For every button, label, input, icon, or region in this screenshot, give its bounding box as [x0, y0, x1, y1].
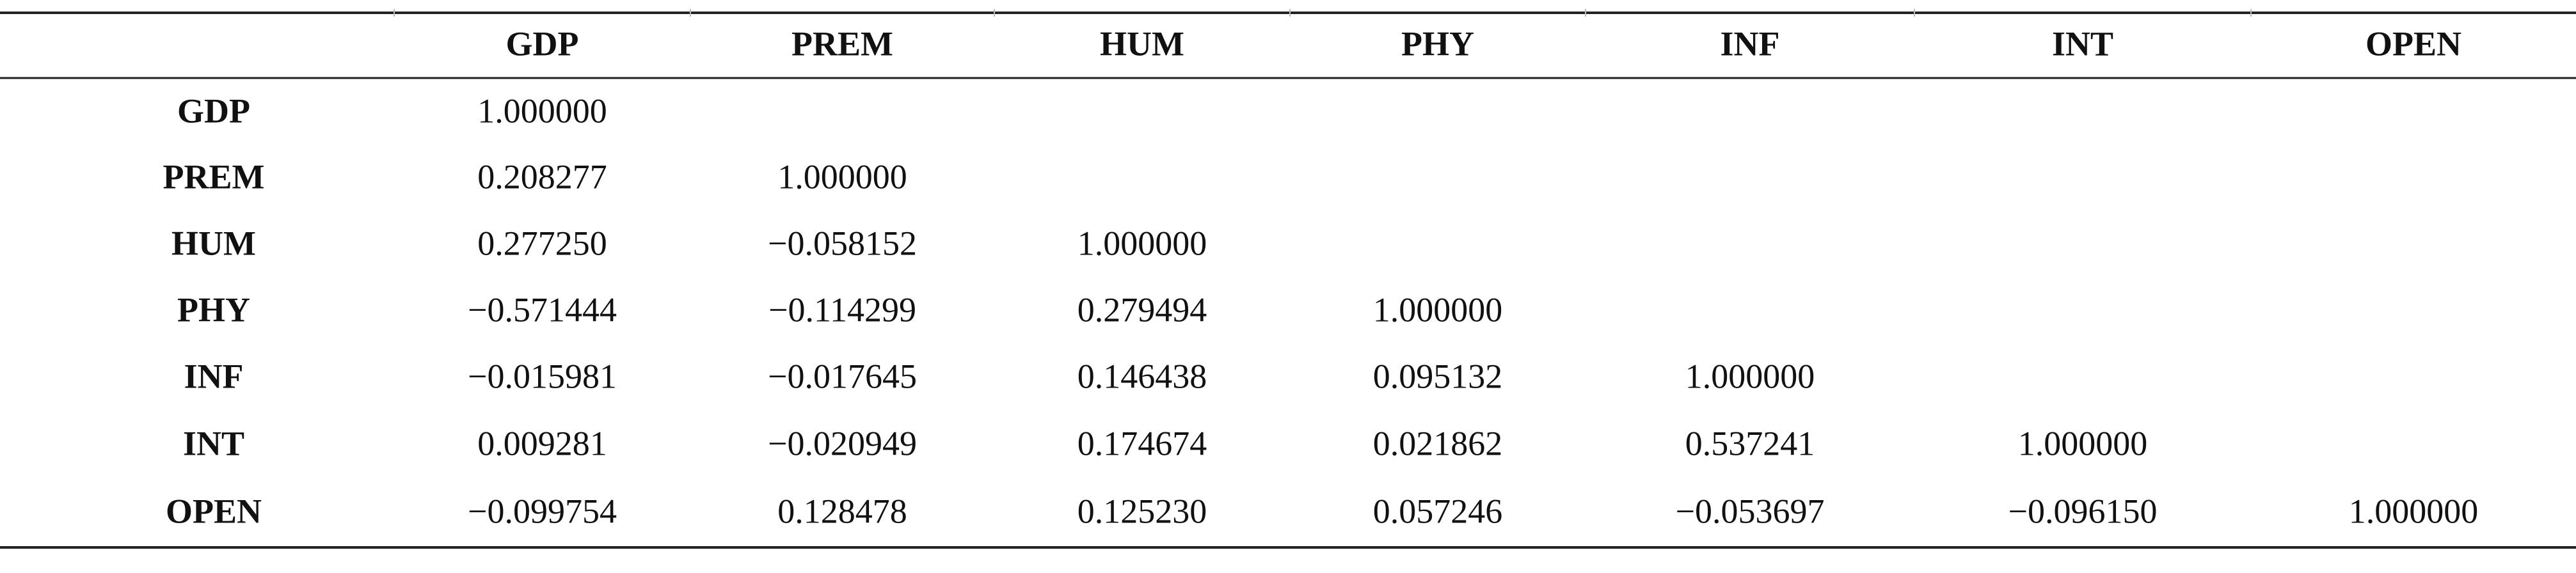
- column-header: OPEN: [2365, 24, 2461, 63]
- cell: −0.058152: [768, 224, 917, 262]
- row-label: PREM: [163, 157, 265, 196]
- row-label: INF: [184, 357, 244, 395]
- cell: 0.095132: [1373, 357, 1503, 395]
- cell: −0.017645: [768, 357, 917, 395]
- row-label: OPEN: [166, 492, 262, 530]
- cell: −0.114299: [768, 290, 916, 329]
- row-label: GDP: [177, 91, 250, 130]
- cell: 1.000000: [2018, 424, 2148, 462]
- row-label: PHY: [177, 290, 250, 329]
- cell: 1.000000: [1373, 290, 1503, 329]
- cell: 0.208277: [477, 157, 607, 196]
- cell: 0.125230: [1077, 492, 1207, 530]
- column-header: HUM: [1100, 24, 1184, 63]
- cell: −0.571444: [468, 290, 617, 329]
- column-header: GDP: [506, 24, 579, 63]
- cell: −0.015981: [468, 357, 617, 395]
- column-header: INT: [2052, 24, 2113, 63]
- cell: 1.000000: [477, 91, 607, 130]
- cell: −0.053697: [1676, 492, 1825, 530]
- cell: 0.277250: [477, 224, 607, 262]
- cell: 0.279494: [1077, 290, 1207, 329]
- cell: 1.000000: [2349, 492, 2479, 530]
- cell: 0.128478: [777, 492, 907, 530]
- column-header: INF: [1721, 24, 1780, 63]
- row-label: INT: [183, 424, 244, 462]
- cell: −0.099754: [468, 492, 617, 530]
- cell: −0.096150: [2008, 492, 2158, 530]
- cell: 1.000000: [777, 157, 907, 196]
- cell: 0.009281: [477, 424, 607, 462]
- cell: 0.021862: [1373, 424, 1503, 462]
- cell: 1.000000: [1685, 357, 1815, 395]
- cell: 0.174674: [1077, 424, 1207, 462]
- cell: 0.146438: [1077, 357, 1207, 395]
- row-label: HUM: [171, 224, 256, 262]
- cell: −0.020949: [768, 424, 917, 462]
- column-header: PHY: [1401, 24, 1474, 63]
- column-header: PREM: [791, 24, 893, 63]
- cell: 0.537241: [1685, 424, 1815, 462]
- cell: 1.000000: [1077, 224, 1207, 262]
- cell: 0.057246: [1373, 492, 1503, 530]
